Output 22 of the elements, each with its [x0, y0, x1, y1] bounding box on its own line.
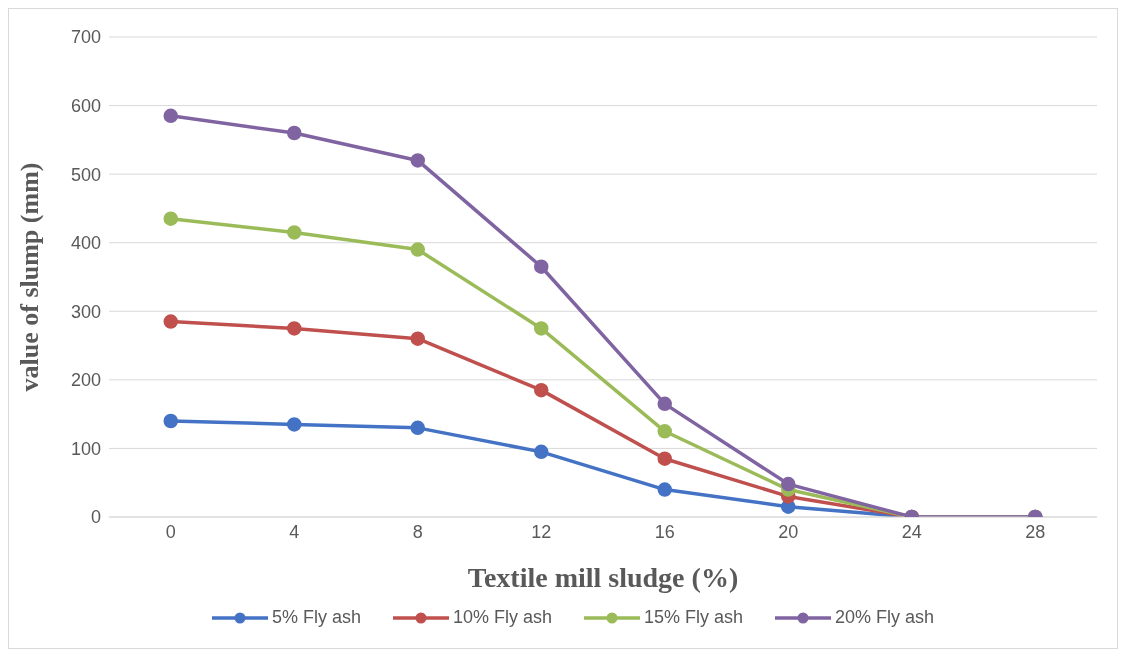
x-tick-label: 28 — [1025, 521, 1046, 542]
legend-label: 10% Fly ash — [451, 607, 552, 628]
y-tick-label: 400 — [70, 233, 101, 254]
x-tick-label: 0 — [165, 521, 176, 542]
y-axis-title: value of slump (mm) — [15, 162, 45, 392]
y-tick-label: 200 — [70, 370, 101, 391]
x-axis-title: Textile mill sludge (%) — [467, 562, 739, 593]
x-tick-label: 4 — [289, 521, 300, 542]
y-tick-label: 100 — [70, 438, 101, 459]
x-tick-label: 12 — [531, 521, 552, 542]
y-tick-label: 600 — [70, 95, 101, 116]
x-tick-label: 24 — [901, 521, 922, 542]
legend-label: 5% Fly ash — [270, 607, 361, 628]
y-tick-label: 300 — [70, 301, 101, 322]
x-tick-label: 16 — [654, 521, 675, 542]
x-tick-label: 8 — [412, 521, 423, 542]
y-tick-label: 500 — [70, 164, 101, 185]
legend-label: 20% Fly ash — [834, 607, 935, 628]
y-tick-label: 0 — [90, 507, 101, 528]
legend-label: 15% Fly ash — [643, 607, 744, 628]
y-tick-label: 700 — [70, 27, 101, 48]
x-tick-label: 20 — [778, 521, 799, 542]
